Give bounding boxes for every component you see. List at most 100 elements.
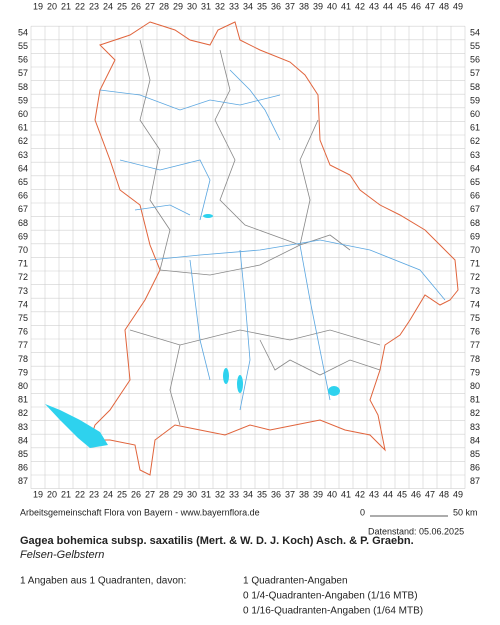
column-label: 33 (229, 1, 239, 11)
row-label: 77 (18, 340, 28, 350)
row-label: 78 (18, 354, 28, 364)
row-label: 74 (18, 299, 28, 309)
column-label: 45 (397, 1, 407, 11)
row-label: 75 (18, 313, 28, 323)
row-label: 68 (18, 218, 28, 228)
column-label: 32 (215, 1, 225, 11)
summary-line: 0 1/4-Quadranten-Angaben (1/16 MTB) (243, 591, 418, 602)
row-label: 70 (470, 245, 480, 255)
column-label: 24 (103, 489, 113, 499)
row-label: 57 (470, 68, 480, 78)
lakes (45, 214, 340, 448)
row-label: 62 (470, 136, 480, 146)
rivers (99, 69, 446, 411)
column-label: 25 (117, 489, 127, 499)
grid (30, 25, 466, 489)
column-label: 38 (299, 1, 309, 11)
row-label: 59 (18, 95, 28, 105)
column-label: 20 (47, 489, 57, 499)
column-label: 28 (159, 1, 169, 11)
date: Datenstand: 05.06.2025 (368, 526, 464, 536)
summary-line: 1 Quadranten-Angaben (243, 576, 348, 587)
row-label: 76 (18, 327, 28, 337)
column-label: 26 (131, 1, 141, 11)
column-label: 48 (439, 489, 449, 499)
column-label: 27 (145, 1, 155, 11)
column-label: 20 (47, 1, 57, 11)
row-label: 85 (470, 449, 480, 459)
column-label: 46 (411, 1, 421, 11)
row-label: 80 (18, 381, 28, 391)
column-label: 22 (75, 1, 85, 11)
row-label: 61 (470, 123, 480, 133)
column-label: 37 (285, 1, 295, 11)
column-label: 31 (201, 489, 211, 499)
row-label: 56 (470, 55, 480, 65)
column-label: 29 (173, 1, 183, 11)
row-label: 73 (18, 286, 28, 296)
row-label: 79 (470, 367, 480, 377)
row-label: 69 (470, 231, 480, 241)
column-label: 47 (425, 1, 435, 11)
column-label: 49 (453, 489, 463, 499)
column-label: 43 (369, 489, 379, 499)
column-label: 34 (243, 1, 253, 11)
column-label: 36 (271, 489, 281, 499)
column-label: 22 (75, 489, 85, 499)
row-label: 54 (18, 27, 28, 37)
row-label: 85 (18, 449, 28, 459)
column-label: 41 (341, 489, 351, 499)
column-label: 35 (257, 1, 267, 11)
row-label: 78 (470, 354, 480, 364)
scale-end: 50 km (453, 507, 478, 517)
row-label: 75 (470, 313, 480, 323)
column-label: 39 (313, 489, 323, 499)
row-label: 64 (470, 163, 480, 173)
row-label: 62 (18, 136, 28, 146)
summary-line: 0 1/16-Quadranten-Angaben (1/64 MTB) (243, 606, 423, 617)
column-label: 44 (383, 489, 393, 499)
row-label: 55 (470, 41, 480, 51)
column-label: 35 (257, 489, 267, 499)
row-label: 72 (470, 272, 480, 282)
column-label: 31 (201, 1, 211, 11)
row-label: 67 (18, 204, 28, 214)
column-label: 34 (243, 489, 253, 499)
row-label: 64 (18, 163, 28, 173)
column-label: 23 (89, 1, 99, 11)
row-label: 87 (470, 476, 480, 486)
column-label: 19 (33, 489, 43, 499)
row-label: 66 (470, 191, 480, 201)
column-label: 44 (383, 1, 393, 11)
row-label: 80 (470, 381, 480, 391)
column-label: 24 (103, 1, 113, 11)
row-label: 54 (470, 27, 480, 37)
row-label: 65 (18, 177, 28, 187)
species-name: Gagea bohemica subsp. saxatilis (Mert. &… (20, 535, 414, 547)
column-label: 25 (117, 1, 127, 11)
row-label: 76 (470, 327, 480, 337)
credit: Arbeitsgemeinschaft Flora von Bayern - w… (20, 507, 260, 517)
row-label: 72 (18, 272, 28, 282)
column-label: 42 (355, 1, 365, 11)
column-label: 26 (131, 489, 141, 499)
state-border (89, 21, 459, 476)
column-label: 19 (33, 1, 43, 11)
row-label: 60 (470, 109, 480, 119)
row-label: 71 (18, 259, 28, 269)
row-label: 65 (470, 177, 480, 187)
row-label: 74 (470, 299, 480, 309)
row-label: 69 (18, 231, 28, 241)
column-label: 32 (215, 489, 225, 499)
column-label: 21 (61, 1, 71, 11)
scale-start: 0 (360, 507, 365, 517)
row-label: 87 (18, 476, 28, 486)
column-label: 21 (61, 489, 71, 499)
column-label: 38 (299, 489, 309, 499)
column-label: 48 (439, 1, 449, 11)
row-label: 59 (470, 95, 480, 105)
row-label: 61 (18, 123, 28, 133)
row-label: 63 (470, 150, 480, 160)
column-label: 23 (89, 489, 99, 499)
